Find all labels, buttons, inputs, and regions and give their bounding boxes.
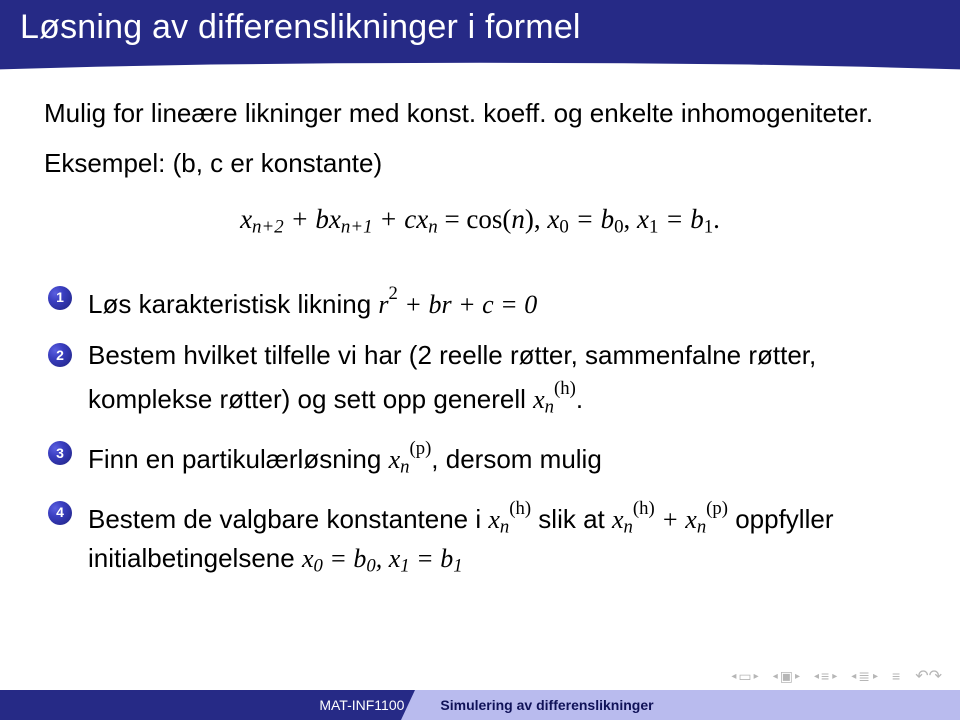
footer-left: MAT-INF1100 (0, 690, 422, 720)
step-1: 1 Løs karakteristisk likning r2 + br + c… (44, 280, 916, 324)
slide: Løsning av differenslikninger i formel M… (0, 0, 960, 720)
title-band: Løsning av differenslikninger i formel (0, 0, 960, 75)
nav-frame-icon[interactable]: ◂▣▸ (773, 668, 800, 685)
step-3-post: , dersom mulig (431, 444, 602, 474)
nav-slide-icon[interactable]: ◂▭▸ (731, 668, 758, 685)
bullet-ball-icon: 3 (48, 441, 72, 465)
footer-right: Simulering av differenslikninger (422, 690, 960, 720)
step-4-mid: slik at (531, 504, 612, 534)
step-4-pre: Bestem de valgbare konstantene i (88, 504, 488, 534)
intro-paragraph: Mulig for lineære likninger med konst. k… (44, 95, 916, 133)
nav-section-icon[interactable]: ◂≣▸ (851, 668, 878, 685)
beamer-nav-symbols[interactable]: ◂▭▸ ◂▣▸ ◂≡▸ ◂≣▸ ≡ ↶↷ (731, 666, 942, 686)
step-1-math: r2 + br + c = 0 (378, 290, 537, 319)
step-3-pre: Finn en partikulærløsning (88, 444, 389, 474)
example-label: Eksempel: (b, c er konstante) (44, 145, 916, 183)
step-4-math2: xn(h) + xn(p) (612, 505, 728, 534)
slide-body: Mulig for lineære likninger med konst. k… (0, 65, 960, 594)
nav-subsection-icon[interactable]: ◂≡▸ (814, 668, 837, 684)
step-2-pre: Bestem hvilket tilfelle vi har (2 reelle… (88, 340, 816, 414)
step-4: 4 Bestem de valgbare konstantene i xn(h)… (44, 495, 916, 581)
footer: MAT-INF1100 Simulering av differenslikni… (0, 690, 960, 720)
step-2-post: . (576, 384, 583, 414)
step-2: 2 Bestem hvilket tilfelle vi har (2 reel… (44, 337, 916, 421)
step-3: 3 Finn en partikulærløsning xn(p), derso… (44, 435, 916, 481)
slide-title: Løsning av differenslikninger i formel (20, 8, 940, 47)
example-label-text: Eksempel: (b, c er konstante) (44, 148, 382, 178)
step-2-math: xn(h) (533, 385, 576, 414)
nav-appendix-icon[interactable]: ≡ (892, 668, 901, 684)
bullet-ball-icon: 4 (48, 501, 72, 525)
step-4-math3: x0 = b0, x1 = b1 (302, 544, 463, 573)
step-3-math: xn(p) (389, 445, 432, 474)
bullet-ball-icon: 2 (48, 343, 72, 367)
nav-back-forward-icon[interactable]: ↶↷ (915, 666, 942, 686)
step-1-pre: Løs karakteristisk likning (88, 289, 378, 319)
steps-list: 1 Løs karakteristisk likning r2 + br + c… (44, 280, 916, 581)
display-equation: xn+2 + bxn+1 + cxn = cos(n), x0 = b0, x1… (44, 200, 916, 241)
bullet-ball-icon: 1 (48, 286, 72, 310)
step-4-math1: xn(h) (488, 505, 531, 534)
footer-right-text: Simulering av differenslikninger (440, 697, 653, 713)
